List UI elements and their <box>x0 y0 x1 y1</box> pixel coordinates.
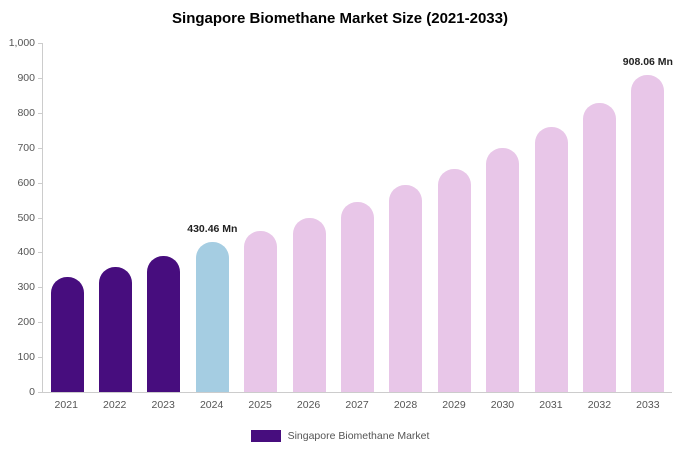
y-tick-mark <box>38 43 43 44</box>
y-tick-mark <box>38 357 43 359</box>
y-tick-mark <box>38 77 43 79</box>
bar-slot <box>43 43 91 392</box>
legend: Singapore Biomethane Market <box>0 430 680 442</box>
x-tick-label: 2024 <box>199 399 224 411</box>
y-tick-mark <box>38 392 43 393</box>
x-tick-label: 2027 <box>345 399 369 411</box>
bar-2023 <box>147 255 181 392</box>
bar-slot <box>140 43 188 392</box>
bar-slot <box>479 43 527 392</box>
chart-title: Singapore Biomethane Market Size (2021-2… <box>172 10 508 27</box>
x-tick-label: 2030 <box>490 399 515 411</box>
bar-slot <box>237 43 285 392</box>
y-tick-label: 0 <box>29 386 35 398</box>
y-tick-label: 400 <box>17 246 35 259</box>
bar-2033 <box>631 75 665 392</box>
x-axis: 2021 2022 2023 2024 2025 2026 2027 2028 2029 2030… <box>42 399 672 411</box>
bar-slot <box>91 43 139 392</box>
bar-value-label: 430.46 Mn <box>187 222 238 235</box>
bar-2024 <box>195 241 229 392</box>
bar-2026 <box>292 217 326 392</box>
bar-slot <box>333 43 381 392</box>
y-tick-label: 500 <box>17 211 35 224</box>
bar-2031 <box>534 126 568 392</box>
y-tick-label: 600 <box>17 176 35 189</box>
bar-slot: 908.06 Mn <box>622 43 673 392</box>
bar-slot: 430.46 Mn <box>187 43 238 392</box>
legend-label: Singapore Biomethane Market <box>287 430 430 442</box>
x-tick-label: 2022 <box>103 399 127 411</box>
y-tick-label: 1,000 <box>8 37 35 49</box>
y-tick-label: 300 <box>17 281 35 294</box>
y-tick-mark <box>38 322 43 324</box>
y-tick-mark <box>38 147 43 149</box>
bar-2027 <box>341 201 375 392</box>
bar-2022 <box>99 267 133 392</box>
y-tick-label: 100 <box>17 351 35 364</box>
x-tick-label: 2029 <box>442 399 466 411</box>
bar-slot <box>527 43 575 392</box>
x-tick-label: 2028 <box>393 399 418 411</box>
bar-2029 <box>437 168 471 392</box>
y-tick-label: 800 <box>17 106 35 119</box>
y-tick-mark <box>38 252 43 254</box>
x-tick-label: 2021 <box>54 399 78 411</box>
y-tick-mark <box>38 182 43 184</box>
plot-bars: 430.46 Mn 908.06 Mn <box>43 43 673 392</box>
x-tick-label: 2031 <box>539 399 563 411</box>
bar-value-label: 908.06 Mn <box>622 56 673 69</box>
bar-slot <box>285 43 333 392</box>
y-tick-label: 200 <box>17 316 35 329</box>
y-tick-mark <box>38 217 43 219</box>
y-tick-mark <box>38 112 43 114</box>
x-tick-label: 2026 <box>296 399 321 411</box>
x-tick-label: 2032 <box>587 399 612 411</box>
bar-slot <box>575 43 623 392</box>
bar-2025 <box>244 231 278 392</box>
bar-2028 <box>389 185 423 392</box>
bar-2021 <box>50 276 84 392</box>
y-tick-mark <box>38 287 43 289</box>
bar-2032 <box>582 103 616 392</box>
y-tick-label: 700 <box>17 141 35 154</box>
y-tick-label: 900 <box>17 71 35 84</box>
x-tick-label: 2025 <box>248 399 272 411</box>
bar-2030 <box>486 147 520 392</box>
y-axis: 1,000 900 800 700 600 500 400 300 200 100 0 <box>9 37 672 398</box>
plot-area: 1,000 900 800 700 600 500 400 300 200 100 0 430.46… <box>9 37 673 398</box>
bar-slot <box>430 43 478 392</box>
x-tick-label: 2023 <box>151 399 175 411</box>
bar-slot <box>382 43 430 392</box>
x-tick-label: 2033 <box>636 399 660 411</box>
legend-swatch <box>250 430 281 442</box>
